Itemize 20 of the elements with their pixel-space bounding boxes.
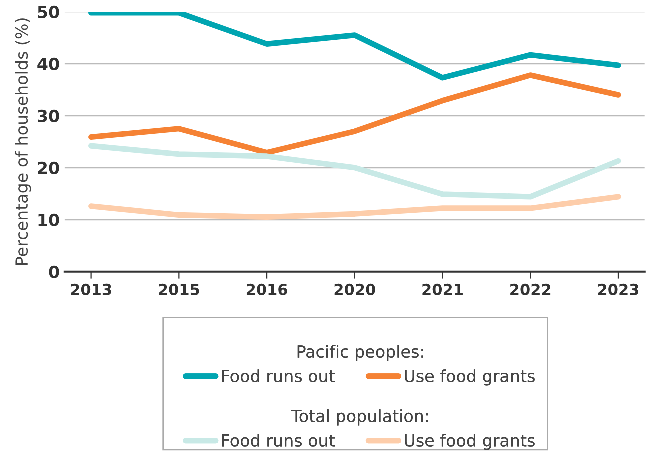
y-tick-label: 0: [49, 266, 60, 278]
y-tick-label: 30: [38, 110, 60, 122]
legend-label: Food runs out: [222, 370, 335, 383]
x-tick-label: 2020: [334, 284, 376, 296]
y-tick-label: 40: [38, 58, 60, 71]
legend-label: Use food grants: [405, 370, 535, 386]
text: Total population:: [291, 410, 428, 426]
legend-label: Use food grants: [405, 434, 535, 450]
x-tick-label: 2013: [71, 284, 112, 296]
legend-title: Pacific peoples:: [298, 345, 424, 362]
y-axis-title: Percentage of households (%): [15, 18, 32, 265]
x-tick-label: 2016: [246, 284, 288, 296]
y-tick-label: 50: [38, 6, 60, 19]
y-tick-label: 10: [38, 214, 60, 226]
legend-label: Food runs out: [222, 434, 335, 447]
x-tick-label: 2023: [598, 284, 639, 296]
x-tick-label: 2015: [159, 284, 200, 296]
x-tick-label: 2021: [422, 284, 463, 296]
x-tick-label: 2022: [510, 284, 551, 296]
y-tick-label: 20: [38, 162, 60, 174]
